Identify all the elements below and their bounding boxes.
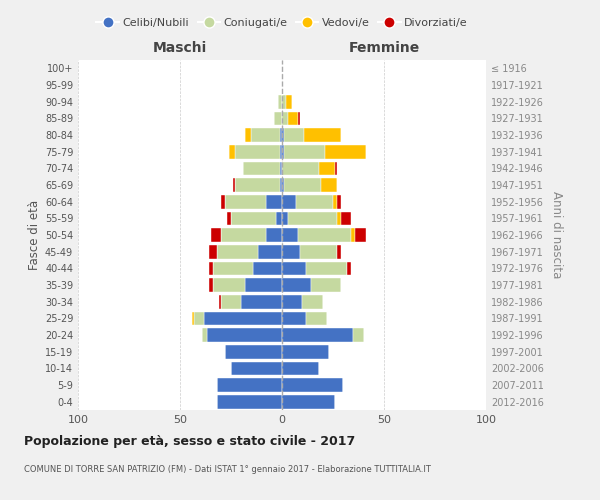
Bar [280,145,282,158]
Bar [311,278,341,292]
Bar [231,212,276,225]
Bar [282,212,288,225]
Bar [282,195,296,208]
Bar [282,312,307,325]
Bar [282,295,302,308]
Bar [335,162,337,175]
Bar [221,195,225,208]
Bar [307,312,327,325]
Bar [206,328,282,342]
Bar [217,395,282,408]
Bar [352,228,355,242]
Bar [282,112,288,125]
Bar [296,195,333,208]
Bar [266,195,282,208]
Bar [217,378,282,392]
Bar [209,278,212,292]
Bar [301,245,337,258]
Y-axis label: Fasce di età: Fasce di età [28,200,41,270]
Bar [192,312,194,325]
Bar [235,178,280,192]
Bar [225,345,282,358]
Bar [276,212,282,225]
Bar [221,295,241,308]
Bar [205,312,282,325]
Text: Maschi: Maschi [153,41,207,55]
Bar [202,328,206,342]
Bar [284,178,321,192]
Bar [231,362,282,375]
Bar [243,162,280,175]
Bar [282,128,284,142]
Bar [298,112,301,125]
Bar [209,262,212,275]
Bar [225,195,266,208]
Bar [282,162,319,175]
Bar [353,328,364,342]
Bar [282,228,298,242]
Bar [286,95,292,108]
Bar [307,262,347,275]
Bar [209,245,217,258]
Bar [302,295,323,308]
Bar [229,145,235,158]
Bar [282,395,335,408]
Bar [245,128,251,142]
Bar [282,245,301,258]
Bar [280,178,282,192]
Bar [280,162,282,175]
Bar [337,245,341,258]
Bar [219,295,221,308]
Bar [253,262,282,275]
Legend: Celibi/Nubili, Coniugati/e, Vedovi/e, Divorziati/e: Celibi/Nubili, Coniugati/e, Vedovi/e, Di… [92,13,472,32]
Bar [304,128,341,142]
Bar [284,145,325,158]
Bar [284,128,304,142]
Bar [278,95,282,108]
Bar [282,262,307,275]
Bar [288,212,337,225]
Bar [337,212,341,225]
Bar [347,262,352,275]
Text: COMUNE DI TORRE SAN PATRIZIO (FM) - Dati ISTAT 1° gennaio 2017 - Elaborazione TU: COMUNE DI TORRE SAN PATRIZIO (FM) - Dati… [24,465,431,474]
Bar [288,112,298,125]
Text: Popolazione per età, sesso e stato civile - 2017: Popolazione per età, sesso e stato civil… [24,435,355,448]
Bar [337,195,341,208]
Bar [241,295,282,308]
Bar [282,328,353,342]
Bar [257,245,282,258]
Bar [282,178,284,192]
Bar [282,278,311,292]
Bar [355,228,365,242]
Bar [319,162,335,175]
Bar [282,362,319,375]
Bar [211,228,221,242]
Bar [194,312,205,325]
Bar [325,145,365,158]
Bar [233,178,235,192]
Bar [341,212,352,225]
Bar [321,178,337,192]
Bar [266,228,282,242]
Bar [251,128,280,142]
Bar [280,128,282,142]
Bar [212,278,245,292]
Bar [274,112,282,125]
Bar [282,378,343,392]
Bar [245,278,282,292]
Bar [212,262,253,275]
Bar [333,195,337,208]
Text: Femmine: Femmine [349,41,419,55]
Bar [221,228,266,242]
Bar [298,228,352,242]
Bar [235,145,280,158]
Bar [282,345,329,358]
Bar [282,145,284,158]
Bar [282,95,286,108]
Bar [227,212,231,225]
Y-axis label: Anni di nascita: Anni di nascita [550,192,563,278]
Bar [217,245,257,258]
